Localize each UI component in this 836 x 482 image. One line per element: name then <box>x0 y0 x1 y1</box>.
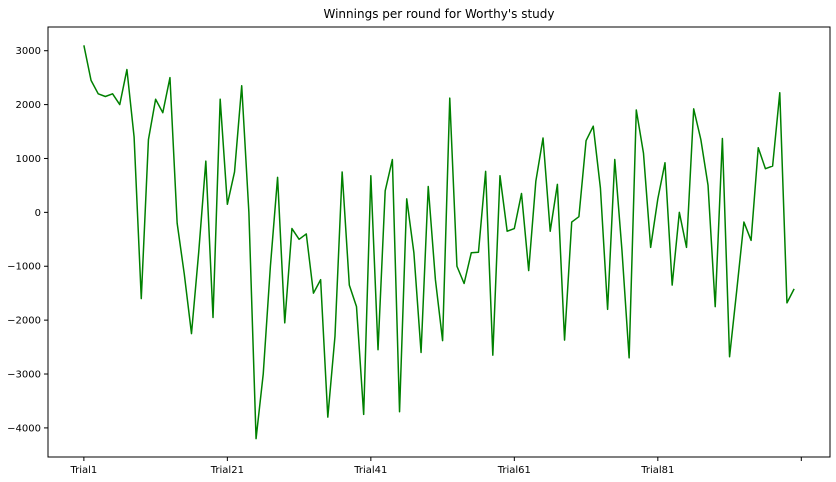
y-tick-label: −1000 <box>7 262 41 273</box>
x-tick-label: Trial21 <box>210 465 244 476</box>
x-tick-label: Trial61 <box>497 465 531 476</box>
y-tick-label: 0 <box>35 208 41 219</box>
y-axis: 3000 2000 1000 0 −1000 −2000 −3000 −4000 <box>7 46 48 434</box>
y-tick-label: 1000 <box>16 154 41 165</box>
plot-area <box>83 45 795 440</box>
y-tick-label: 3000 <box>16 46 41 57</box>
y-tick-label: −3000 <box>7 370 41 381</box>
x-tick-label: Trial81 <box>640 465 674 476</box>
x-axis: Trial1 Trial21 Trial41 Trial61 Trial81 <box>69 457 802 476</box>
x-tick-label: Trial1 <box>69 465 97 476</box>
y-tick-label: −4000 <box>7 423 41 434</box>
y-tick-label: −2000 <box>7 316 41 327</box>
chart-title: Winnings per round for Worthy's study <box>324 7 555 21</box>
x-tick-label: Trial41 <box>353 465 387 476</box>
y-tick-label: 2000 <box>16 100 41 111</box>
series-line <box>83 45 795 440</box>
plot-frame <box>47 26 831 458</box>
